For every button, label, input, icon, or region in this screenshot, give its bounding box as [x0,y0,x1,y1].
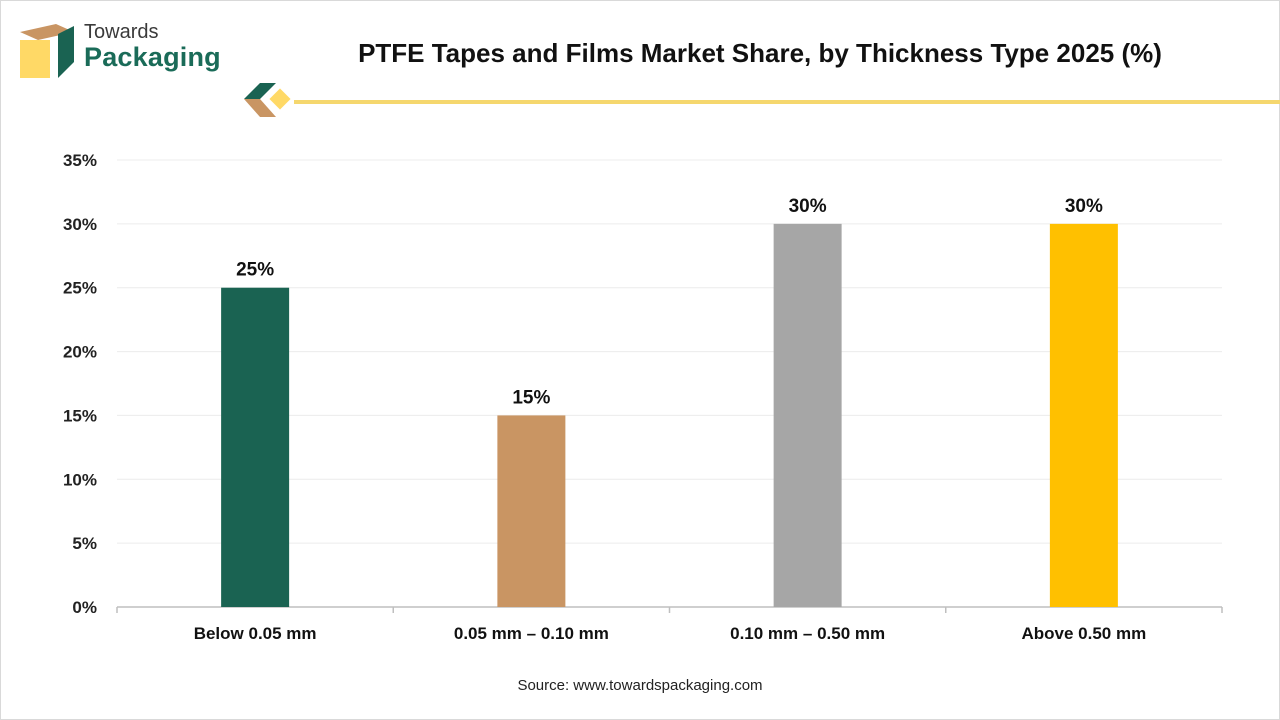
x-tick-label: Below 0.05 mm [194,624,317,643]
y-tick-label: 35% [63,151,97,170]
y-tick-label: 20% [63,343,97,362]
y-tick-label: 25% [63,279,97,298]
bar [221,288,289,607]
y-tick-label: 10% [63,470,97,489]
x-tick-label: 0.10 mm – 0.50 mm [730,624,885,643]
bar [774,224,842,607]
data-label: 30% [789,196,827,217]
data-label: 25% [236,260,274,281]
bar [497,415,565,607]
source-note: Source: www.towardspackaging.com [0,677,1280,694]
y-tick-label: 30% [63,215,97,234]
data-label: 15% [512,387,550,408]
data-label: 30% [1065,196,1103,217]
y-tick-label: 0% [72,598,97,617]
y-tick-label: 15% [63,406,97,425]
x-tick-label: 0.05 mm – 0.10 mm [454,624,609,643]
bar [1050,224,1118,607]
x-tick-label: Above 0.50 mm [1022,624,1147,643]
y-tick-label: 5% [72,534,97,553]
